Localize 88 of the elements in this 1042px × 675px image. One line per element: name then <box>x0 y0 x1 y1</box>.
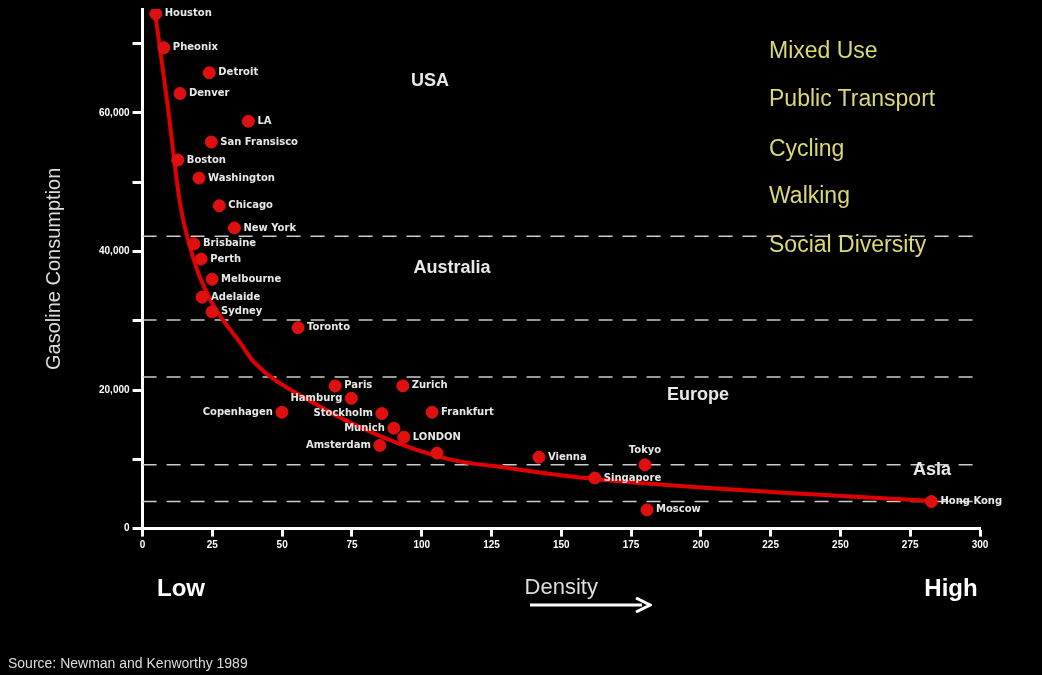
point <box>227 221 241 235</box>
point <box>387 421 401 435</box>
point <box>291 321 305 335</box>
point <box>202 66 216 80</box>
annotation: Melbourne <box>221 272 282 284</box>
x-tick-label: 0 <box>139 539 146 551</box>
annotation: Vienna <box>547 450 587 462</box>
point <box>195 290 209 304</box>
point <box>173 87 187 101</box>
annotation: Zurich <box>411 379 448 391</box>
annotation: Chicago <box>228 199 274 211</box>
annotation: New York <box>243 221 297 233</box>
annotation: Asia <box>912 459 952 479</box>
annotation: Australia <box>413 257 491 277</box>
annotation: LONDON <box>412 430 461 442</box>
annotation: LA <box>257 114 272 126</box>
text: Low <box>157 574 205 601</box>
annotation: Amsterdam <box>305 439 371 451</box>
annotation: Singapore <box>603 471 662 483</box>
point <box>275 405 289 419</box>
annotation: Perth <box>210 252 242 264</box>
x-tick-label: 25 <box>206 539 219 551</box>
x-tick-label: 225 <box>762 539 780 551</box>
annotation: Walking <box>769 181 850 208</box>
x-tick-label: 75 <box>346 539 358 551</box>
point <box>425 405 439 419</box>
point <box>397 430 411 444</box>
y-axis-title: Gasoline Consumption <box>41 167 64 370</box>
annotation: Washington <box>207 171 275 183</box>
annotation: Copenhagen <box>202 405 273 417</box>
x-axis-title: Density <box>524 573 598 599</box>
annotation: USA <box>410 70 450 90</box>
point <box>375 407 389 421</box>
y-tick-label: 0 <box>124 522 131 534</box>
annotation: Brisbaine <box>202 237 257 249</box>
x-tick-label: 300 <box>971 539 989 551</box>
y-tick-label: 20,000 <box>98 383 131 395</box>
point <box>373 438 387 452</box>
point <box>205 305 219 319</box>
annotation: Tokyo <box>628 444 662 456</box>
annotation: Europe <box>666 384 730 404</box>
annotation: Toronto <box>307 321 351 333</box>
annotation: Social Diversity <box>769 230 927 257</box>
x-tick-label: 250 <box>832 539 850 551</box>
annotation: Sydney <box>221 305 263 317</box>
x-tick-label: 125 <box>483 539 501 551</box>
point <box>187 237 201 251</box>
point <box>241 114 255 128</box>
point <box>430 446 444 460</box>
annotation: Denver <box>188 87 230 99</box>
point <box>588 471 602 485</box>
point <box>212 199 226 213</box>
annotation: Cycling <box>769 134 845 161</box>
text: High <box>924 574 978 601</box>
point <box>924 495 938 509</box>
annotation: Boston <box>186 153 226 165</box>
x-tick-label: 100 <box>413 539 431 551</box>
annotation: Detroit <box>218 66 259 78</box>
x-tick-label: 50 <box>276 539 289 551</box>
point <box>194 252 208 266</box>
point <box>532 450 546 464</box>
point <box>344 391 358 405</box>
point <box>204 135 218 149</box>
x-tick-label: 175 <box>622 539 640 551</box>
x-tick-label: 150 <box>552 539 571 551</box>
x-tick-label: 200 <box>692 539 710 551</box>
point <box>157 41 171 55</box>
y-tick-label: 40,000 <box>98 245 131 257</box>
annotation: Moscow <box>655 503 701 515</box>
source-note: Source: Newman and Kenworthy 1989 <box>8 655 248 671</box>
point <box>171 153 185 167</box>
annotation: Houston <box>164 7 212 19</box>
point <box>149 9 163 21</box>
y-tick-label: 60,000 <box>98 106 131 118</box>
annotation: Adelaide <box>211 290 261 302</box>
annotation: Public Transport <box>769 84 936 111</box>
x-tick-label: 275 <box>901 539 919 551</box>
point <box>396 379 410 393</box>
point <box>205 272 219 286</box>
point <box>328 379 342 393</box>
annotation: Frankfurt <box>441 405 495 417</box>
point <box>640 503 654 517</box>
annotation: Mixed Use <box>769 36 878 63</box>
annotation: San Fransisco <box>220 135 299 147</box>
point <box>192 171 206 185</box>
annotation: Paris <box>344 379 373 391</box>
annotation: Pheonix <box>172 41 219 53</box>
point <box>638 458 652 472</box>
